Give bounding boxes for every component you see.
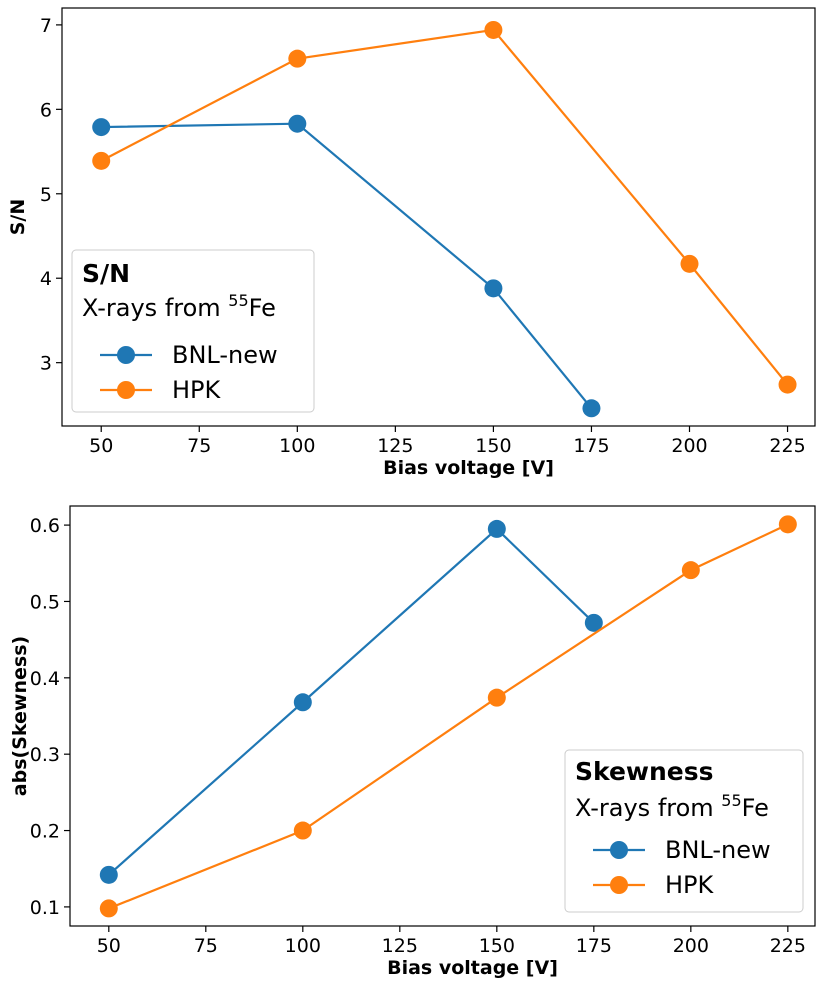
- legend-entry-bnl-new: BNL-new: [665, 836, 771, 864]
- plot-frame: [69, 505, 816, 927]
- y-axis-title: abs(Skewness): [9, 636, 31, 796]
- x-tick-label: 50: [89, 435, 113, 457]
- data-point: [582, 399, 601, 418]
- data-point: [680, 254, 699, 273]
- data-point: [288, 49, 307, 68]
- legend-entry-hpk: HPK: [172, 376, 222, 404]
- legend-box: [71, 249, 315, 413]
- x-tick-label: 225: [769, 435, 805, 457]
- x-tick-label: 175: [576, 935, 612, 957]
- y-tick-label: 0.6: [30, 515, 60, 537]
- legend-subtitle-prefix: X-rays from: [82, 294, 228, 322]
- y-tick-label: 6: [40, 99, 52, 121]
- legend-subtitle: X-rays from 55Fe: [82, 291, 276, 322]
- data-point: [681, 561, 700, 580]
- x-axis-title: Bias voltage [V]: [383, 457, 554, 479]
- legend-title: Skewness: [575, 757, 714, 786]
- x-tick-label: 225: [770, 935, 806, 957]
- data-point: [293, 821, 312, 840]
- plot-frame: [61, 7, 816, 427]
- x-tick-label: 100: [285, 935, 321, 957]
- legend-entry-hpk: HPK: [665, 871, 715, 899]
- legend-subtitle-suffix: Fe: [249, 294, 276, 322]
- data-point: [487, 688, 506, 707]
- y-axis-title: S/N: [7, 199, 29, 236]
- data-point: [288, 114, 307, 133]
- legend-marker: [117, 381, 135, 399]
- legend: Skewness X-rays from 55Fe BNL-new HPK: [564, 749, 804, 913]
- legend: S/N X-rays from 55Fe BNL-new HPK: [71, 249, 315, 413]
- y-tick-label: 0.2: [30, 821, 60, 843]
- x-tick-label: 125: [377, 435, 413, 457]
- legend-marker: [610, 841, 628, 859]
- series-line-bnl-new: [108, 527, 595, 876]
- x-tick-label: 150: [479, 935, 515, 957]
- y-tick-label: 0.3: [30, 744, 60, 766]
- legend-box: [564, 749, 804, 913]
- chart-panel-0: 50 75 100 125 150 175 200 225 3 4 5 6 7 Bias voltage …: [7, 7, 816, 479]
- legend-subtitle: X-rays from 55Fe: [575, 791, 769, 822]
- legend-marker: [610, 876, 628, 894]
- y-tick-label: 0.5: [30, 591, 60, 613]
- data-point: [92, 151, 111, 170]
- data-point: [778, 375, 797, 394]
- legend-marker: [117, 346, 135, 364]
- y-tick-label: 7: [40, 15, 52, 37]
- y-tick-label: 4: [40, 268, 52, 290]
- x-tick-label: 200: [673, 935, 709, 957]
- legend-subtitle-suffix: Fe: [742, 794, 769, 822]
- y-tick-label: 0.1: [30, 897, 60, 919]
- x-axis-title: Bias voltage [V]: [387, 957, 558, 979]
- data-point: [487, 519, 506, 538]
- data-point: [778, 515, 797, 534]
- legend-title: S/N: [82, 259, 130, 288]
- series-line-bnl-new: [101, 122, 593, 409]
- x-tick-label: 125: [382, 935, 418, 957]
- x-tick-label: 100: [279, 435, 315, 457]
- data-point: [484, 279, 503, 298]
- data-point: [99, 899, 118, 918]
- x-tick-label: 200: [671, 435, 707, 457]
- data-point: [293, 693, 312, 712]
- y-tick-label: 5: [40, 184, 52, 206]
- data-point: [92, 118, 111, 137]
- legend-entry-bnl-new: BNL-new: [172, 341, 278, 369]
- legend-subtitle-sup: 55: [721, 791, 741, 810]
- x-tick-label: 75: [194, 935, 218, 957]
- x-tick-label: 75: [187, 435, 211, 457]
- x-tick-label: 175: [573, 435, 609, 457]
- x-tick-label: 50: [97, 935, 121, 957]
- x-tick-label: 150: [475, 435, 511, 457]
- legend-subtitle-sup: 55: [228, 291, 248, 310]
- chart-panel-1: 50 75 100 125 150 175 200 225 0.1 0.2 0.3 0.4 0.5 0.6…: [9, 505, 816, 979]
- y-tick-label: 3: [40, 353, 52, 375]
- data-point: [99, 865, 118, 884]
- data-point: [584, 613, 603, 632]
- legend-subtitle-prefix: X-rays from: [575, 794, 721, 822]
- y-tick-label: 0.4: [30, 668, 60, 690]
- data-point: [484, 20, 503, 39]
